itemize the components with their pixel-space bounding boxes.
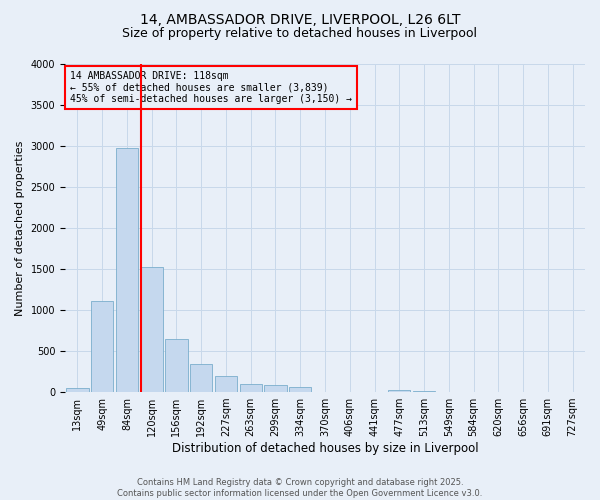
Bar: [66, 388, 89, 392]
Bar: [116, 148, 138, 392]
Y-axis label: Number of detached properties: Number of detached properties: [15, 140, 25, 316]
X-axis label: Distribution of detached houses by size in Liverpool: Distribution of detached houses by size …: [172, 442, 478, 455]
Bar: [140, 266, 163, 392]
Text: Contains HM Land Registry data © Crown copyright and database right 2025.
Contai: Contains HM Land Registry data © Crown c…: [118, 478, 482, 498]
Bar: [239, 384, 262, 392]
Bar: [388, 390, 410, 392]
Text: Size of property relative to detached houses in Liverpool: Size of property relative to detached ho…: [122, 28, 478, 40]
Bar: [215, 376, 237, 392]
Bar: [166, 339, 188, 392]
Bar: [91, 301, 113, 392]
Text: 14, AMBASSADOR DRIVE, LIVERPOOL, L26 6LT: 14, AMBASSADOR DRIVE, LIVERPOOL, L26 6LT: [140, 12, 460, 26]
Bar: [265, 384, 287, 392]
Bar: [289, 387, 311, 392]
Bar: [190, 364, 212, 392]
Text: 14 AMBASSADOR DRIVE: 118sqm
← 55% of detached houses are smaller (3,839)
45% of : 14 AMBASSADOR DRIVE: 118sqm ← 55% of det…: [70, 70, 352, 104]
